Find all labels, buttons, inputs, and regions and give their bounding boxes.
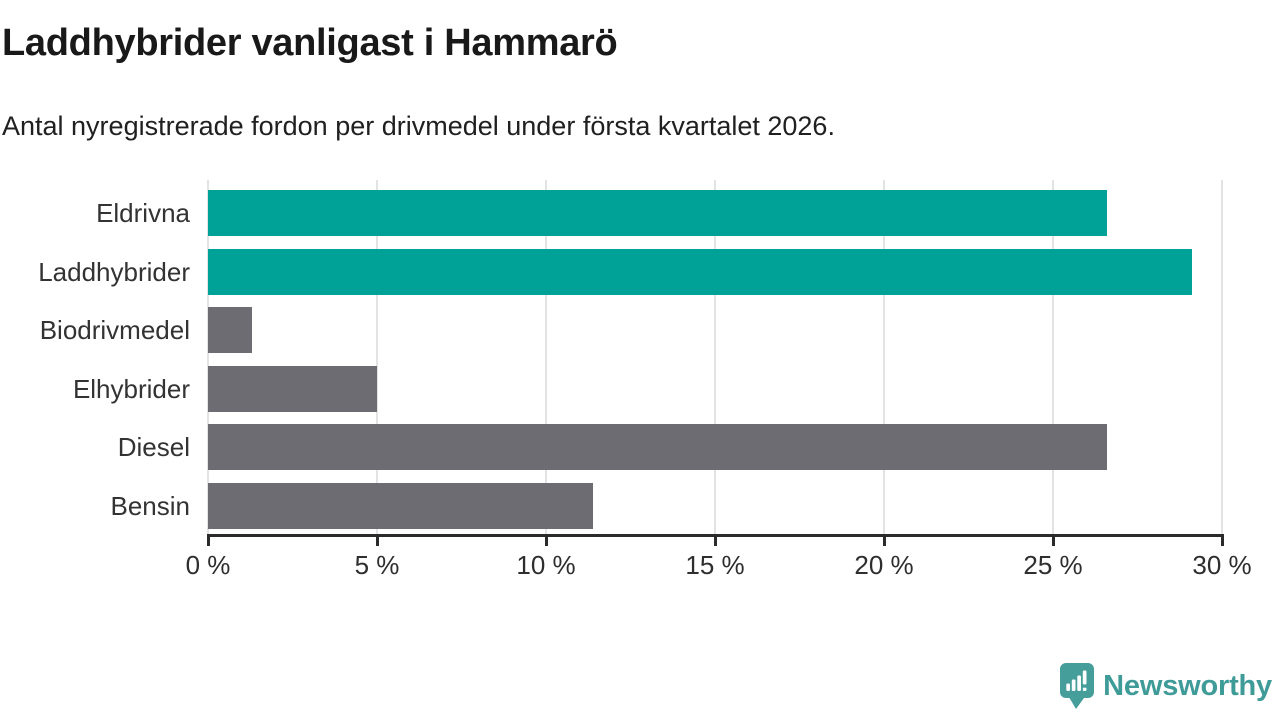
gridline [714, 180, 716, 534]
x-tick [206, 534, 210, 546]
x-tick-label: 0 % [185, 550, 231, 580]
x-tick [713, 534, 717, 546]
gridline [1052, 180, 1054, 534]
plot-area [207, 180, 1223, 534]
x-tick-label: 25 % [1023, 550, 1083, 580]
newsworthy-logo: Newsworthy [1060, 663, 1272, 709]
bar-laddhybrider [208, 248, 1192, 295]
newsworthy-logo-icon [1060, 663, 1095, 709]
bar-bensin [208, 483, 594, 529]
category-label: Eldrivna [96, 198, 190, 228]
bar-eldrivna [208, 190, 1108, 236]
x-tick [1051, 534, 1055, 546]
x-tick-label: 20 % [854, 550, 914, 580]
x-tick [882, 534, 886, 546]
gridline [1221, 180, 1223, 534]
category-label: Laddhybrider [38, 256, 190, 287]
bar-elhybrider [208, 365, 377, 412]
category-label: Biodrivmedel [39, 315, 190, 346]
bar-diesel [208, 424, 1108, 471]
x-tick [544, 534, 548, 546]
x-tick-label: 5 % [354, 550, 400, 580]
gridline [207, 180, 209, 534]
gridline [545, 180, 547, 534]
chart-subtitle: Antal nyregistrerade fordon per drivmede… [2, 111, 835, 141]
x-tick-label: 15 % [685, 550, 745, 580]
category-label: Elhybrider [72, 373, 190, 404]
x-tick-label: 10 % [516, 550, 576, 580]
category-label: Bensin [110, 491, 191, 521]
x-tick [375, 534, 379, 546]
gridline [883, 180, 885, 534]
category-label: Diesel [117, 432, 190, 463]
x-tick-label: 30 % [1192, 550, 1252, 580]
bar-biodrivmedel [208, 307, 252, 354]
chart-title: Laddhybrider vanligast i Hammarö [2, 22, 618, 64]
x-tick [1220, 534, 1224, 546]
newsworthy-logo-text: Newsworthy [1103, 669, 1272, 702]
gridline [376, 180, 378, 534]
